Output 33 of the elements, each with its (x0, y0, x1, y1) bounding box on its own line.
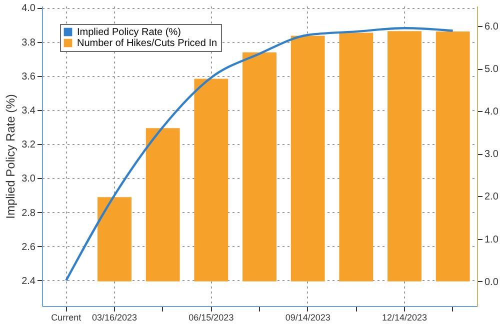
y2-tick-label: 1.0 (484, 234, 499, 246)
x-tick-label: Current (51, 312, 82, 322)
bar (194, 78, 228, 282)
y-tick-label: 3.0 (22, 174, 36, 185)
y-tick-label: 4.0 (22, 3, 36, 14)
bar (98, 197, 132, 282)
bar (290, 36, 325, 282)
y-axis-title: Implied Policy Rate (%) (4, 94, 18, 219)
y2-tick-label: 0.0 (484, 276, 499, 288)
y-tick-label: 2.6 (22, 242, 36, 253)
x-tick-label: 03/16/2023 (92, 312, 138, 322)
bar (436, 32, 470, 282)
y-tick-label: 3.6 (22, 71, 36, 82)
y2-tick-label: 3.0 (484, 149, 499, 160)
legend-label: Implied Policy Rate (%) (77, 27, 181, 38)
bar (146, 128, 180, 282)
y-tick-label: 2.4 (22, 276, 36, 287)
y2-tick-label: 6.0 (484, 22, 499, 32)
line-series (65, 27, 454, 282)
bar (339, 32, 374, 282)
x-tick-label: 09/14/2023 (285, 312, 330, 322)
y-tick-label: 2.8 (22, 208, 36, 219)
x-tick-label: 12/14/2023 (382, 312, 428, 322)
x-tick-label: 06/15/2023 (188, 312, 234, 322)
y2-tick-label: 2.0 (484, 192, 499, 203)
y-tick-label: 3.4 (22, 105, 36, 116)
bar (242, 52, 276, 282)
bar (388, 31, 422, 282)
y2-tick-label: 4.0 (484, 106, 499, 118)
y-tick-label: 3.8 (22, 37, 36, 48)
y-tick-label: 3.2 (22, 140, 36, 151)
legend-label: Number of Hikes/Cuts Priced In (77, 38, 218, 49)
y2-tick-label: 5.0 (484, 64, 499, 76)
